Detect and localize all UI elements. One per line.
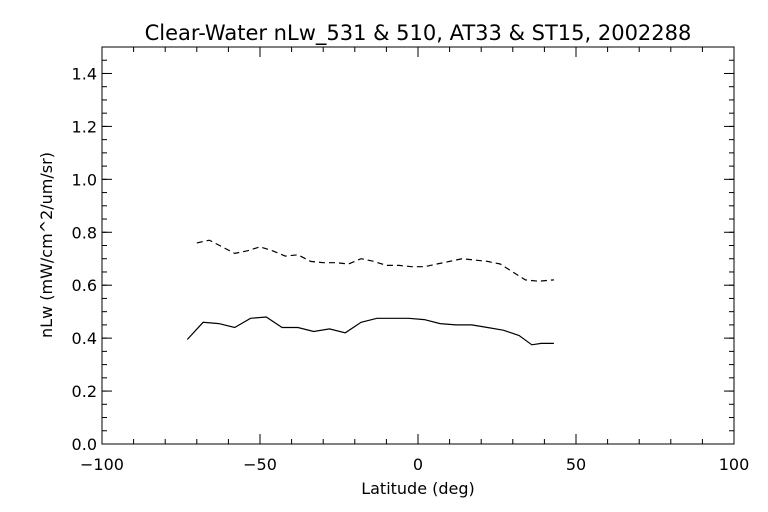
- y-tick-label: 0.8: [72, 223, 97, 242]
- y-tick-label: 0.2: [72, 382, 97, 401]
- chart-title: Clear-Water nLw_531 & 510, AT33 & ST15, …: [145, 21, 692, 46]
- series-solid-line: [186, 316, 554, 346]
- y-tick-label: 0.6: [72, 276, 97, 295]
- series-layer: [186, 239, 554, 346]
- x-tick-label: −50: [243, 455, 277, 474]
- y-tick-label: 1.0: [72, 170, 97, 189]
- plot-frame: [101, 46, 735, 445]
- x-axis-label: Latitude (deg): [361, 479, 475, 498]
- x-tick-label: −100: [80, 455, 124, 474]
- axis-tick-labels: −100 −50 0 50 100 0.0 0.2 0.4 0.6 0.8 1.0 1.2 1.4: [72, 64, 750, 474]
- y-axis-label: nLw (mW/cm^2/um/sr): [37, 152, 56, 338]
- y-tick-label: 1.2: [72, 117, 97, 136]
- x-tick-label: 0: [413, 455, 423, 474]
- x-tick-label: 50: [566, 455, 586, 474]
- series-dashed-line: [196, 239, 554, 282]
- x-tick-label: 100: [719, 455, 750, 474]
- y-tick-label: 0.4: [72, 329, 97, 348]
- y-tick-label: 1.4: [72, 64, 97, 83]
- axis-ticks: [101, 46, 735, 445]
- y-tick-label: 0.0: [72, 435, 97, 454]
